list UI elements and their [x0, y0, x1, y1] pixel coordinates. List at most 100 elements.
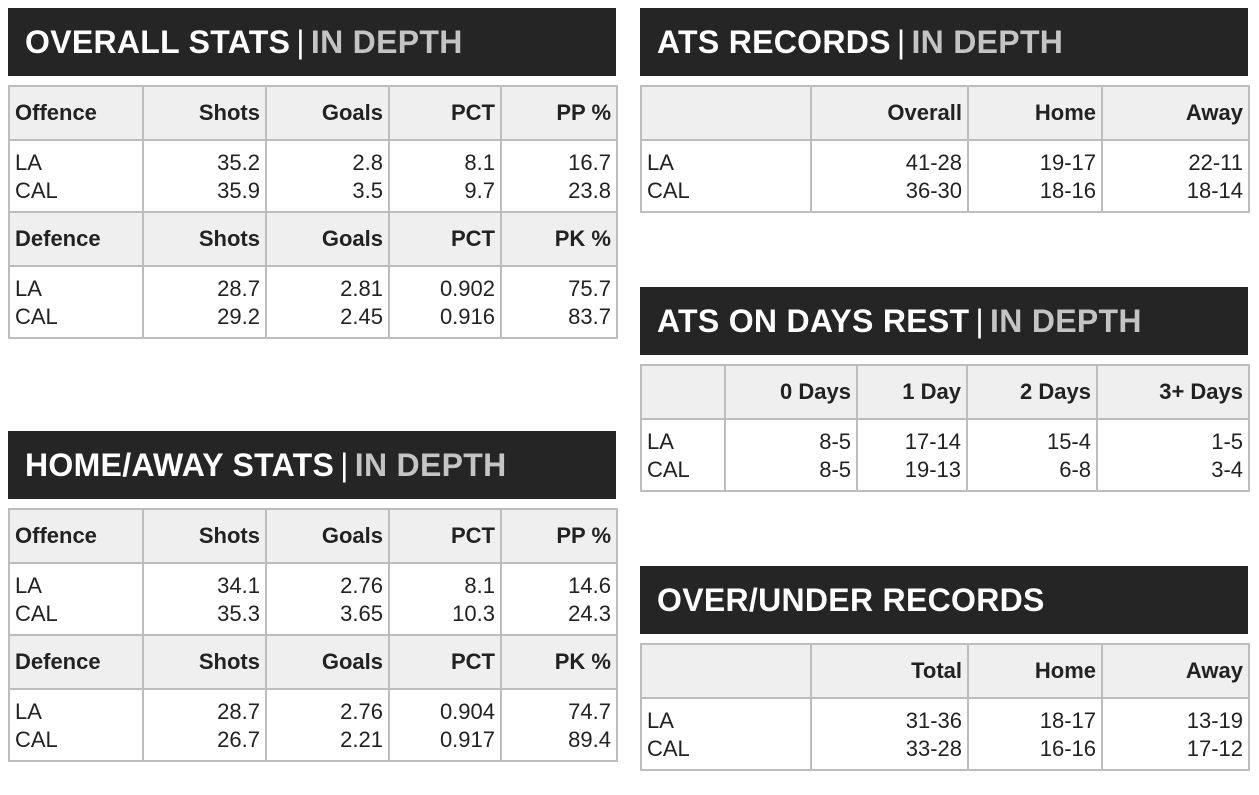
over-under-title: OVER/UNDER RECORDS	[657, 581, 1045, 618]
overall-value: 36-30	[810, 176, 969, 213]
team-label: CAL	[640, 176, 812, 213]
goals-value: 2.45	[265, 302, 390, 339]
one-day-header: 1 Day	[856, 364, 968, 420]
ats-records-title-suffix: IN DEPTH	[911, 23, 1064, 60]
overall-stats-panel: OVERALL STATS | IN DEPTH Offence Shots Goa…	[8, 8, 618, 339]
table-row: LA 8-5 17-14 15-4 1-5	[640, 419, 1250, 455]
shots-value: 34.1	[142, 563, 267, 599]
zero-days-value: 8-5	[724, 455, 858, 492]
one-day-value: 19-13	[856, 455, 968, 492]
pct-value: 0.902	[388, 266, 502, 302]
table-row: LA 34.1 2.76 8.1 14.6	[8, 563, 618, 599]
team-label: CAL	[640, 455, 726, 492]
home-value: 19-17	[967, 140, 1103, 176]
home-away-stats-title-suffix: IN DEPTH	[354, 446, 507, 483]
overall-stats-title-suffix: IN DEPTH	[310, 23, 463, 60]
pp-value: 16.7	[500, 140, 618, 176]
ats-days-rest-header: ATS ON DAYS REST | IN DEPTH	[640, 287, 1248, 355]
defence-header: Defence	[8, 634, 144, 690]
home-value: 18-16	[967, 176, 1103, 213]
team-label: LA	[8, 689, 144, 725]
table-row: LA 28.7 2.81 0.902 75.7	[8, 266, 618, 302]
goals-header: Goals	[265, 85, 390, 141]
shots-value: 28.7	[142, 266, 267, 302]
ou-header-row: Total Home Away	[640, 643, 1250, 699]
pp-value: 24.3	[500, 599, 618, 636]
goals-value: 2.8	[265, 140, 390, 176]
shots-header: Shots	[142, 634, 267, 690]
goals-value: 2.76	[265, 689, 390, 725]
team-label: LA	[640, 140, 812, 176]
goals-value: 3.65	[265, 599, 390, 636]
team-label: LA	[8, 563, 144, 599]
pct-value: 10.3	[388, 599, 502, 636]
pct-header: PCT	[388, 634, 502, 690]
pp-value: 14.6	[500, 563, 618, 599]
table-row: CAL 26.7 2.21 0.917 89.4	[8, 725, 618, 762]
home-value: 16-16	[967, 734, 1103, 771]
defence-header-row: Defence Shots Goals PCT PK %	[8, 634, 618, 690]
ats-days-rest-title: ATS ON DAYS REST	[657, 302, 970, 339]
one-day-value: 17-14	[856, 419, 968, 455]
away-value: 22-11	[1101, 140, 1250, 176]
home-away-stats-table: Offence Shots Goals PCT PP % LA 34.1 2.7…	[8, 508, 618, 762]
team-label: CAL	[8, 599, 144, 636]
shots-value: 26.7	[142, 725, 267, 762]
rest-header-row: 0 Days 1 Day 2 Days 3+ Days	[640, 364, 1250, 420]
goals-value: 3.5	[265, 176, 390, 213]
overall-stats-title: OVERALL STATS	[25, 23, 291, 60]
offence-header-row: Offence Shots Goals PCT PP %	[8, 85, 618, 141]
defence-header: Defence	[8, 211, 144, 267]
pk-value: 83.7	[500, 302, 618, 339]
pk-header: PK %	[500, 211, 618, 267]
pct-value: 8.1	[388, 140, 502, 176]
home-away-stats-title: HOME/AWAY STATS	[25, 446, 335, 483]
pct-header: PCT	[388, 211, 502, 267]
ats-records-header: ATS RECORDS | IN DEPTH	[640, 8, 1248, 76]
shots-value: 28.7	[142, 689, 267, 725]
ats-records-table: Overall Home Away LA 41-28 19-17 22-11 C…	[640, 85, 1250, 213]
pk-header: PK %	[500, 634, 618, 690]
table-row: LA 41-28 19-17 22-11	[640, 140, 1250, 176]
over-under-table: Total Home Away LA 31-36 18-17 13-19 CAL…	[640, 643, 1250, 771]
goals-header: Goals	[265, 508, 390, 564]
ats-records-panel: ATS RECORDS | IN DEPTH Overall Home Away L…	[640, 8, 1250, 213]
home-header: Home	[967, 85, 1103, 141]
table-row: LA 35.2 2.8 8.1 16.7	[8, 140, 618, 176]
table-row: CAL 29.2 2.45 0.916 83.7	[8, 302, 618, 339]
table-row: CAL 35.9 3.5 9.7 23.8	[8, 176, 618, 213]
pct-value: 0.916	[388, 302, 502, 339]
team-label: CAL	[640, 734, 812, 771]
two-days-header: 2 Days	[966, 364, 1098, 420]
away-header: Away	[1101, 85, 1250, 141]
ats-header-row: Overall Home Away	[640, 85, 1250, 141]
two-days-value: 15-4	[966, 419, 1098, 455]
shots-header: Shots	[142, 508, 267, 564]
pp-value: 23.8	[500, 176, 618, 213]
zero-days-value: 8-5	[724, 419, 858, 455]
team-label: LA	[8, 266, 144, 302]
goals-header: Goals	[265, 634, 390, 690]
zero-days-header: 0 Days	[724, 364, 858, 420]
shots-value: 35.2	[142, 140, 267, 176]
overall-stats-table: Offence Shots Goals PCT PP % LA 35.2 2.8…	[8, 85, 618, 339]
total-value: 33-28	[810, 734, 969, 771]
blank-header	[640, 643, 812, 699]
shots-value: 35.9	[142, 176, 267, 213]
home-away-stats-panel: HOME/AWAY STATS | IN DEPTH Offence Shots G…	[8, 431, 618, 762]
total-value: 31-36	[810, 698, 969, 734]
home-away-stats-header: HOME/AWAY STATS | IN DEPTH	[8, 431, 616, 499]
goals-value: 2.81	[265, 266, 390, 302]
team-label: CAL	[8, 176, 144, 213]
team-label: LA	[640, 419, 726, 455]
ats-days-rest-panel: ATS ON DAYS REST | IN DEPTH 0 Days 1 Day 2…	[640, 287, 1250, 492]
overall-value: 41-28	[810, 140, 969, 176]
offence-header: Offence	[8, 508, 144, 564]
table-row: LA 31-36 18-17 13-19	[640, 698, 1250, 734]
table-row: LA 28.7 2.76 0.904 74.7	[8, 689, 618, 725]
away-value: 17-12	[1101, 734, 1250, 771]
over-under-panel: OVER/UNDER RECORDS Total Home Away LA 31…	[640, 566, 1250, 771]
pct-value: 9.7	[388, 176, 502, 213]
shots-header: Shots	[142, 211, 267, 267]
team-label: LA	[8, 140, 144, 176]
